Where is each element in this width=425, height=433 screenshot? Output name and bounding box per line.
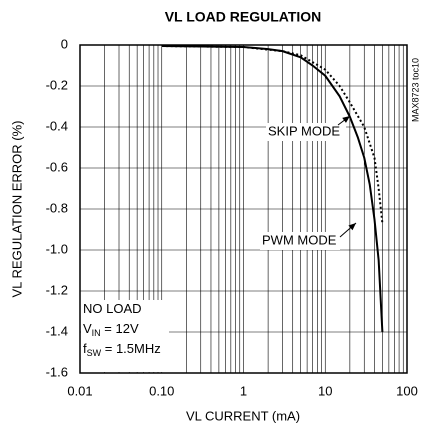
chart-title: VL LOAD REGULATION — [165, 9, 322, 25]
series-label: PWM MODE — [262, 232, 337, 247]
condition-text: NO LOAD — [83, 301, 142, 316]
series-line — [161, 45, 384, 224]
y-tick-label: -1.4 — [46, 323, 68, 338]
y-tick-label: -0.4 — [46, 118, 68, 133]
x-tick-label: 0.01 — [67, 383, 92, 398]
y-tick-label: -0.8 — [46, 200, 68, 215]
condition-rest: = 12V — [101, 321, 139, 336]
x-tick-label: 10 — [318, 383, 332, 398]
condition-sub: SW — [87, 348, 102, 358]
condition-rest: = 1.5MHz — [101, 341, 161, 356]
y-tick-label: -1.0 — [46, 241, 68, 256]
arrow-head — [342, 116, 350, 123]
plot-frame — [79, 44, 408, 374]
x-tick-label: 1 — [240, 383, 247, 398]
series-label: SKIP MODE — [268, 123, 340, 138]
x-tick-label: 100 — [396, 383, 418, 398]
condition-text: VIN = 12V — [83, 321, 139, 338]
x-tick-label: 0.10 — [149, 383, 174, 398]
x-axis-label: VL CURRENT (mA) — [186, 408, 300, 423]
y-axis-label: VL REGULATION ERROR (%) — [9, 121, 24, 298]
condition-main: NO LOAD — [83, 301, 142, 316]
condition-main: V — [83, 321, 92, 336]
y-tick-label: -0.6 — [46, 159, 68, 174]
series-line — [161, 45, 384, 333]
conditions-bg — [81, 300, 169, 372]
y-tick-label: 0 — [61, 36, 68, 51]
label-bg — [266, 123, 346, 141]
side-note: MAX8723 toc10 — [410, 58, 420, 122]
y-tick-label: -1.2 — [46, 282, 68, 297]
condition-main: f — [83, 341, 87, 356]
condition-sub: IN — [92, 328, 101, 338]
condition-text: fSW = 1.5MHz — [83, 341, 161, 358]
arrow-head — [348, 223, 356, 231]
y-tick-label: -0.2 — [46, 77, 68, 92]
y-tick-label: -1.6 — [46, 364, 68, 379]
label-bg — [260, 232, 340, 250]
